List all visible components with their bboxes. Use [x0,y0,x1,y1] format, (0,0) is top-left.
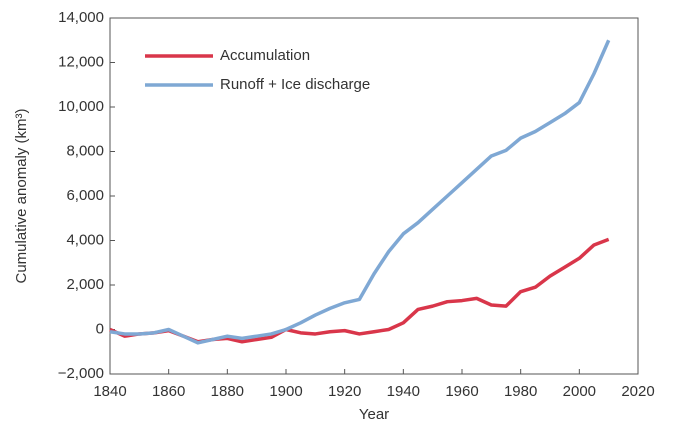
x-tick-label: 1960 [445,383,478,400]
plot-frame [109,17,639,375]
y-tick-label: 6,000 [66,187,104,204]
y-tick-label: 0 [96,320,104,337]
y-tick-label: 8,000 [66,142,104,159]
x-tick-label: 1860 [152,383,185,400]
y-tick-label: 2,000 [66,276,104,293]
x-tick-label: 2020 [621,383,654,400]
x-axis-label: Year [359,406,389,423]
x-tick-label: 1940 [387,383,420,400]
data-line [109,237,610,344]
x-tick-label: 1900 [269,383,302,400]
x-tick-label: 1880 [211,383,244,400]
x-tick-label: 1920 [328,383,361,400]
data-line [109,39,611,345]
y-tick-label: −2,000 [58,365,104,382]
legend-label: Runoff + Ice discharge [220,76,370,93]
y-axis-label: Cumulative anomaly (km³) [13,108,30,283]
y-tick-label: 10,000 [58,98,104,115]
y-tick-label: 14,000 [58,9,104,26]
legend-label: Accumulation [220,47,310,64]
x-tick-label: 2000 [563,383,596,400]
x-tick-label: 1840 [93,383,126,400]
x-tick-label: 1980 [504,383,537,400]
y-tick-label: 12,000 [58,53,104,70]
y-tick-label: 4,000 [66,231,104,248]
